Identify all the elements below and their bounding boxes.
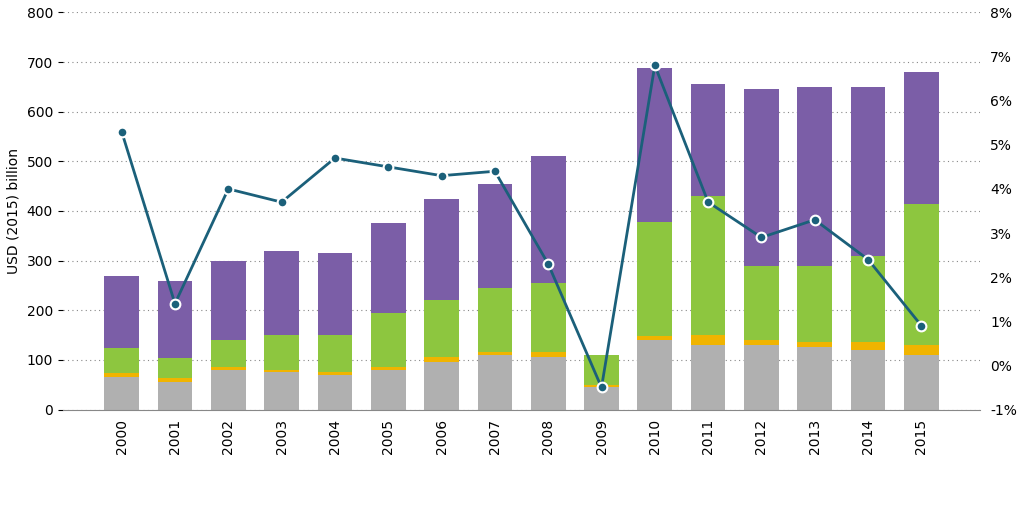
Bar xyxy=(158,382,193,410)
Bar xyxy=(744,345,779,410)
Bar xyxy=(530,358,565,410)
Bar xyxy=(211,260,246,340)
Bar xyxy=(317,375,352,410)
Bar xyxy=(798,266,833,342)
Bar xyxy=(317,335,352,372)
Bar xyxy=(638,222,672,336)
Bar xyxy=(530,283,565,352)
Bar xyxy=(104,373,139,377)
Y-axis label: USD (2015) billion: USD (2015) billion xyxy=(7,148,20,274)
Bar xyxy=(477,355,512,410)
Bar xyxy=(638,340,672,410)
Bar xyxy=(424,358,459,362)
Bar xyxy=(584,385,618,387)
Bar xyxy=(264,250,299,335)
Bar xyxy=(691,85,725,196)
Bar xyxy=(477,288,512,352)
Bar xyxy=(798,87,833,266)
Bar xyxy=(744,340,779,345)
Bar xyxy=(691,196,725,335)
Bar xyxy=(744,266,779,340)
Bar xyxy=(104,349,139,373)
Bar xyxy=(904,345,939,355)
Bar xyxy=(371,370,406,410)
Bar xyxy=(584,387,618,410)
Bar xyxy=(691,345,725,410)
Bar xyxy=(904,355,939,410)
Bar xyxy=(851,87,886,256)
Bar xyxy=(211,368,246,370)
Bar xyxy=(264,370,299,372)
Bar xyxy=(477,184,512,288)
Bar xyxy=(851,256,886,342)
Bar xyxy=(104,377,139,410)
Bar xyxy=(211,370,246,410)
Bar xyxy=(371,368,406,370)
Bar xyxy=(424,198,459,300)
Bar xyxy=(851,342,886,350)
Bar xyxy=(638,68,672,222)
Bar xyxy=(798,342,833,348)
Bar xyxy=(371,223,406,313)
Bar xyxy=(424,300,459,358)
Bar xyxy=(798,348,833,410)
Bar xyxy=(317,253,352,335)
Bar xyxy=(477,352,512,355)
Bar xyxy=(530,352,565,358)
Bar xyxy=(158,378,193,382)
Bar xyxy=(371,313,406,367)
Bar xyxy=(851,350,886,410)
Bar xyxy=(264,372,299,410)
Bar xyxy=(104,277,139,349)
Bar xyxy=(584,355,618,385)
Bar xyxy=(904,72,939,204)
Bar xyxy=(211,340,246,367)
Bar xyxy=(317,372,352,375)
Bar xyxy=(904,204,939,345)
Bar xyxy=(424,362,459,410)
Bar xyxy=(744,89,779,266)
Bar xyxy=(530,156,565,283)
Bar xyxy=(691,335,725,345)
Bar xyxy=(638,336,672,340)
Bar xyxy=(158,281,193,359)
Bar xyxy=(158,359,193,378)
Bar xyxy=(264,335,299,370)
